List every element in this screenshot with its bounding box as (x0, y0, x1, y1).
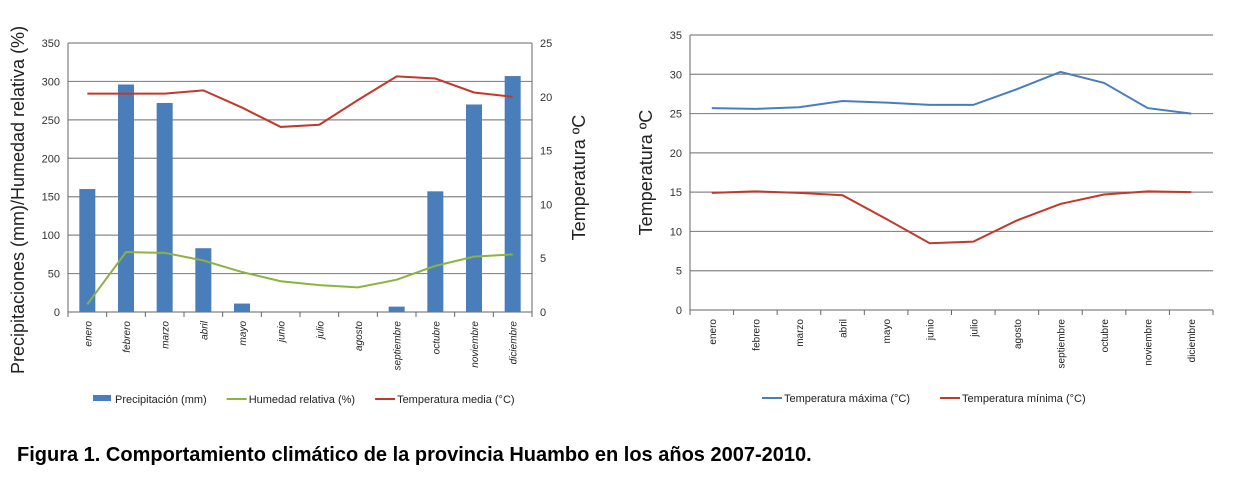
y-tick-label: 35 (670, 30, 682, 42)
y-tick-label: 150 (42, 192, 60, 204)
x-tick-label: enero (83, 321, 94, 347)
y-tick-label: 250 (42, 115, 60, 127)
y-tick-label: 200 (42, 153, 60, 165)
series-line (87, 75, 513, 128)
x-tick-label: febrero (122, 321, 133, 353)
bar-enero (79, 189, 96, 312)
y-tick-label: 20 (670, 148, 682, 160)
x-tick-label: diciembre (1187, 319, 1198, 363)
y2-tick-label: 20 (540, 92, 552, 104)
x-tick-label: julio (969, 319, 980, 338)
y-tick-label: 5 (676, 266, 682, 278)
chart-climate-precip-humidity-temp: 0 50 100 150 200 250 300 350 0 5 10 15 20 25 enero febr… (8, 26, 589, 406)
x-tick-label: noviembre (1144, 319, 1155, 366)
y2-tick-label: 15 (540, 146, 552, 158)
series-line (711, 190, 1192, 245)
chart-temp-max-min: 0 5 10 15 20 25 30 35 enero febrero marzo abril mayo… (636, 30, 1214, 405)
x-tick-label: febrero (751, 319, 762, 351)
series-line (86, 251, 513, 305)
y-tick-label: 100 (42, 230, 60, 242)
x-tick-label: agosto (354, 321, 365, 351)
x-tick-label: enero (708, 319, 719, 345)
legend-label: Precipitación (mm) (115, 394, 207, 406)
bar-noviembre (466, 104, 482, 312)
y2-tick-label: 25 (540, 38, 552, 50)
x-tick-label: marzo (795, 319, 806, 347)
x-tick-label: septiembre (393, 321, 404, 371)
y2-axis-title: Temperatura ºC (569, 115, 589, 241)
y2-tick-label: 0 (540, 307, 546, 319)
x-tick-label: octubre (1100, 319, 1111, 353)
legend-swatch (93, 395, 111, 401)
x-tick-label: marzo (161, 321, 172, 349)
x-tick-label: abril (199, 320, 210, 340)
bar-febrero (118, 84, 134, 312)
y2-tick-label: 5 (540, 253, 546, 265)
bar-marzo (156, 102, 173, 312)
bar-diciembre (504, 76, 521, 312)
x-tick-label: julio (315, 321, 326, 341)
x-tick-label: mayo (882, 319, 893, 344)
x-tick-label: junio (277, 321, 288, 345)
x-tick-label: abril (839, 319, 850, 338)
y-tick-label: 15 (670, 187, 682, 199)
legend-label: Temperatura media (°C) (397, 394, 515, 406)
figure-caption: Figura 1. Comportamiento climático de la… (17, 444, 812, 466)
x-tick-label: septiembre (1056, 319, 1067, 369)
y-tick-label: 50 (48, 269, 60, 281)
bar-mayo (234, 303, 250, 312)
bar-octubre (427, 191, 444, 312)
y-tick-label: 0 (54, 307, 60, 319)
y-tick-label: 350 (42, 38, 60, 50)
bar-abril (195, 248, 212, 312)
y-tick-label: 30 (670, 69, 682, 81)
bar-septiembre (388, 306, 405, 312)
x-tick-label: mayo (238, 321, 249, 346)
legend-label: Temperatura máxima (°C) (784, 393, 910, 405)
x-tick-label: diciembre (509, 321, 520, 365)
y-tick-label: 300 (42, 76, 60, 88)
legend-label: Humedad relativa (%) (249, 394, 355, 406)
x-tick-label: junio (926, 319, 937, 342)
x-tick-label: octubre (431, 321, 442, 355)
y-tick-label: 10 (670, 226, 682, 238)
legend-label: Temperatura mínima (°C) (962, 393, 1086, 405)
y-tick-label: 0 (676, 305, 682, 317)
x-tick-label: noviembre (470, 321, 481, 368)
y2-tick-label: 10 (540, 199, 552, 211)
series-line (711, 70, 1192, 115)
y-axis-title: Temperatura ºC (636, 110, 656, 236)
y-axis-title: Precipitaciones (mm)/Humedad relativa (%… (8, 26, 28, 374)
x-tick-label: agosto (1013, 319, 1024, 349)
y-tick-label: 25 (670, 109, 682, 121)
